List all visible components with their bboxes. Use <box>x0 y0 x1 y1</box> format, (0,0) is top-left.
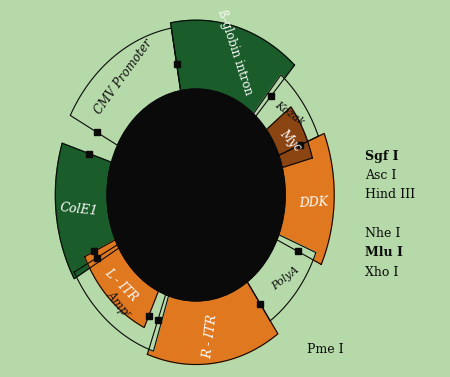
Text: Pme I: Pme I <box>307 343 343 356</box>
Text: Xho I: Xho I <box>364 265 398 279</box>
Polygon shape <box>171 20 294 116</box>
Text: ß-globin intron: ß-globin intron <box>215 8 255 96</box>
Text: Ampʳ: Ampʳ <box>104 288 134 321</box>
Polygon shape <box>74 245 169 351</box>
Text: Myc: Myc <box>277 127 304 154</box>
Polygon shape <box>45 15 347 375</box>
Text: Nhe I: Nhe I <box>364 227 400 240</box>
Text: Sgf I: Sgf I <box>364 150 398 163</box>
Text: PolyA: PolyA <box>270 265 302 292</box>
Polygon shape <box>85 240 158 328</box>
Text: Kozak: Kozak <box>273 100 306 128</box>
Ellipse shape <box>107 89 285 301</box>
Polygon shape <box>277 133 334 264</box>
Text: Asc I: Asc I <box>364 169 396 182</box>
Polygon shape <box>266 107 312 168</box>
Text: L - ITR: L - ITR <box>102 266 140 304</box>
Text: Mlu I: Mlu I <box>364 246 402 259</box>
Polygon shape <box>247 234 316 321</box>
Text: Hind III: Hind III <box>364 188 415 201</box>
Polygon shape <box>147 282 278 365</box>
Text: CMV Promoter: CMV Promoter <box>92 37 155 117</box>
Polygon shape <box>253 75 318 155</box>
Text: ColE1: ColE1 <box>59 201 99 218</box>
Text: R - ITR: R - ITR <box>202 314 220 360</box>
Polygon shape <box>55 143 119 279</box>
Polygon shape <box>70 28 180 145</box>
Text: DDK: DDK <box>298 195 328 210</box>
